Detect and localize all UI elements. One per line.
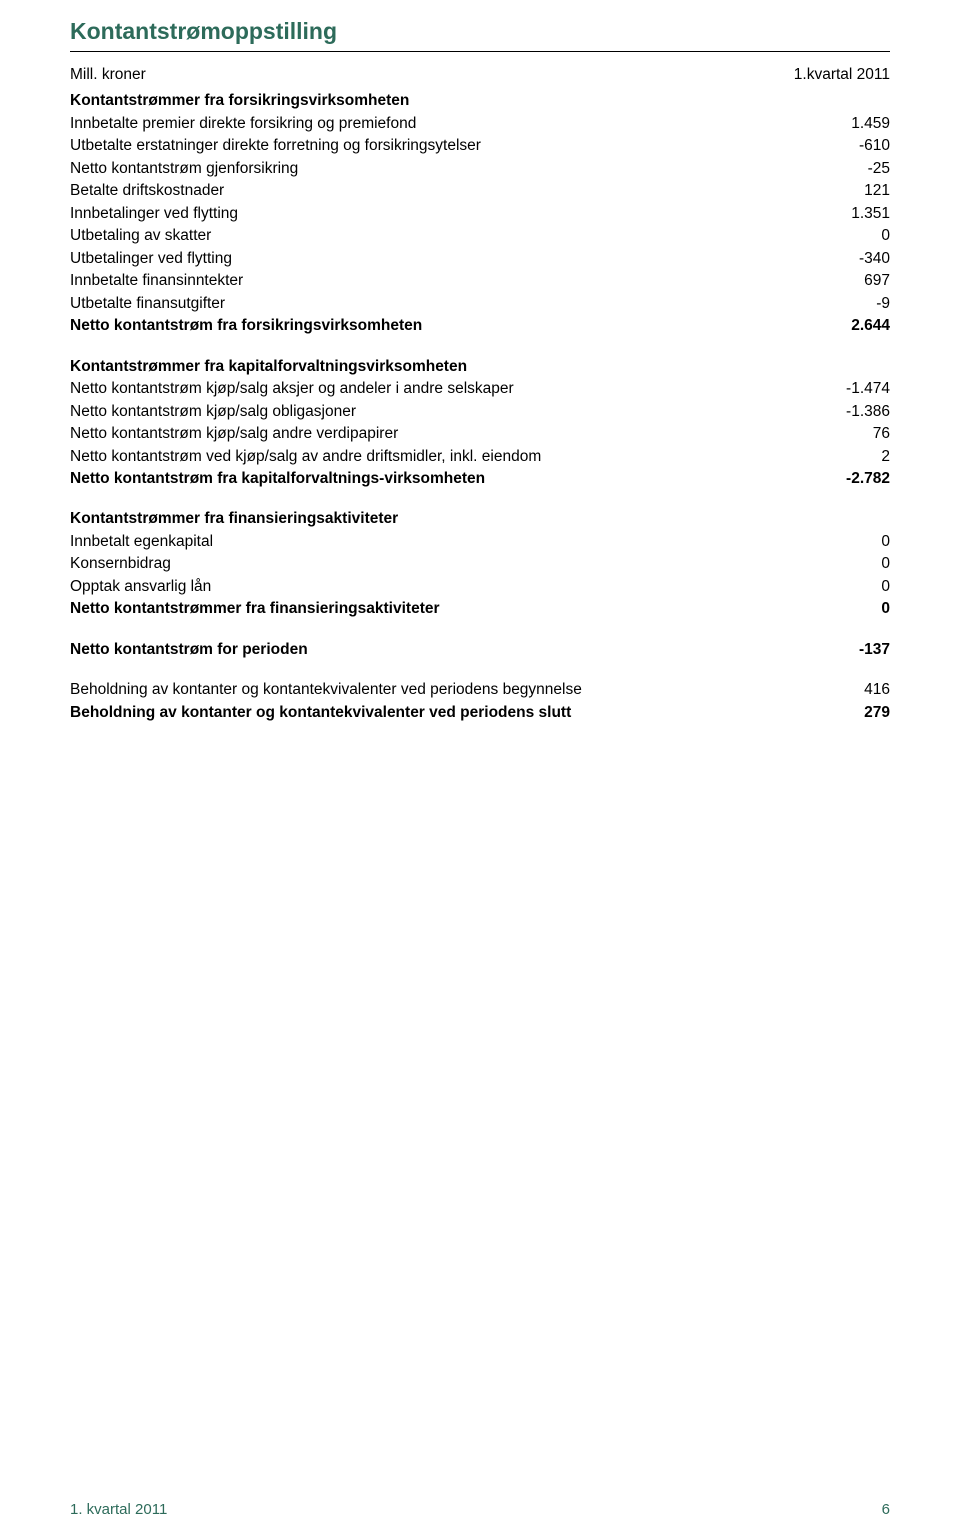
row-label: Netto kontantstrøm ved kjøp/salg av andr… [70,446,800,468]
table-row: Netto kontantstrøm gjenforsikring-25 [70,158,890,180]
closing-row: Beholdning av kontanter og kontantekviva… [70,679,890,701]
footer-left: 1. kvartal 2011 [70,1501,167,1518]
table-row: Innbetalinger ved flytting1.351 [70,203,890,225]
table-row: Betalte driftskostnader121 [70,180,890,202]
row-label: Konsernbidrag [70,553,800,575]
table-row: Innbetalt egenkapital0 [70,531,890,553]
section-heading: Kontantstrømmer fra finansieringsaktivit… [70,508,890,530]
row-value: -9 [800,293,890,315]
row-value: 0 [800,553,890,575]
row-value: 0 [800,531,890,553]
table-row: Konsernbidrag0 [70,553,890,575]
section-heading: Kontantstrømmer fra forsikringsvirksomhe… [70,90,890,112]
table-row: Utbetalinger ved flytting-340 [70,248,890,270]
row-label: Utbetaling av skatter [70,225,800,247]
row-label: Netto kontantstrøm kjøp/salg obligasjone… [70,401,800,423]
row-value: -25 [800,158,890,180]
row-label: Innbetalte premier direkte forsikring og… [70,113,800,135]
row-value: 0 [800,225,890,247]
total-value: 0 [800,598,890,620]
row-value: 0 [800,576,890,598]
total-value: 2.644 [800,315,890,337]
title-rule: Kontantstrømoppstilling [70,18,890,52]
row-label: Netto kontantstrøm gjenforsikring [70,158,800,180]
table-row: Utbetaling av skatter0 [70,225,890,247]
section-heading-label: Kontantstrømmer fra kapitalforvaltningsv… [70,356,800,378]
row-value: -340 [800,248,890,270]
row-label: Netto kontantstrøm kjøp/salg andre verdi… [70,423,800,445]
page-title: Kontantstrømoppstilling [70,18,890,45]
total-label: Netto kontantstrøm for perioden [70,639,800,661]
table-row: Innbetalte premier direkte forsikring og… [70,113,890,135]
row-label: Utbetalte finansutgifter [70,293,800,315]
row-value: -610 [800,135,890,157]
row-value: 2 [800,446,890,468]
page-footer: 1. kvartal 2011 6 [70,1501,890,1518]
table-row: Netto kontantstrøm kjøp/salg obligasjone… [70,401,890,423]
section-heading-label: Kontantstrømmer fra forsikringsvirksomhe… [70,90,800,112]
section-heading: Kontantstrømmer fra kapitalforvaltningsv… [70,356,890,378]
row-label: Innbetalinger ved flytting [70,203,800,225]
table-row: Utbetalte finansutgifter-9 [70,293,890,315]
page: Kontantstrømoppstilling Mill. kroner 1.k… [0,0,960,1536]
table-row: Innbetalte finansinntekter697 [70,270,890,292]
row-label: Utbetalte erstatninger direkte forretnin… [70,135,800,157]
table-row: Utbetalte erstatninger direkte forretnin… [70,135,890,157]
closing-row: Beholdning av kontanter og kontantekviva… [70,702,890,724]
period-total: Netto kontantstrøm for perioden-137 [70,639,890,661]
total-value: -137 [800,639,890,661]
row-value: 76 [800,423,890,445]
row-label: Utbetalinger ved flytting [70,248,800,270]
row-label: Betalte driftskostnader [70,180,800,202]
row-value: 1.351 [800,203,890,225]
footer-page-number: 6 [882,1501,890,1518]
row-value: 697 [800,270,890,292]
total-label: Netto kontantstrøm fra forsikringsvirkso… [70,315,800,337]
section-total: Netto kontantstrøm fra kapitalforvaltnin… [70,468,890,490]
row-label: Beholdning av kontanter og kontantekviva… [70,679,800,701]
table-row: Opptak ansvarlig lån0 [70,576,890,598]
row-value: 416 [800,679,890,701]
total-value: -2.782 [800,468,890,490]
section-total: Netto kontantstrømmer fra finansieringsa… [70,598,890,620]
section-heading-label: Kontantstrømmer fra finansieringsaktivit… [70,508,800,530]
row-label: Beholdning av kontanter og kontantekviva… [70,702,800,724]
table-row: Netto kontantstrøm kjøp/salg aksjer og a… [70,378,890,400]
total-label: Netto kontantstrømmer fra finansieringsa… [70,598,800,620]
row-value: -1.474 [800,378,890,400]
table-row: Netto kontantstrøm ved kjøp/salg av andr… [70,446,890,468]
row-label: Opptak ansvarlig lån [70,576,800,598]
row-value: 279 [800,702,890,724]
row-label: Netto kontantstrøm kjøp/salg aksjer og a… [70,378,800,400]
total-label: Netto kontantstrøm fra kapitalforvaltnin… [70,468,800,490]
header-right: 1.kvartal 2011 [794,64,890,86]
header-left: Mill. kroner [70,64,794,86]
row-label: Innbetalte finansinntekter [70,270,800,292]
column-header-row: Mill. kroner 1.kvartal 2011 [70,64,890,86]
row-value: 1.459 [800,113,890,135]
row-label: Innbetalt egenkapital [70,531,800,553]
row-value: 121 [800,180,890,202]
table-row: Netto kontantstrøm kjøp/salg andre verdi… [70,423,890,445]
section-total: Netto kontantstrøm fra forsikringsvirkso… [70,315,890,337]
row-value: -1.386 [800,401,890,423]
